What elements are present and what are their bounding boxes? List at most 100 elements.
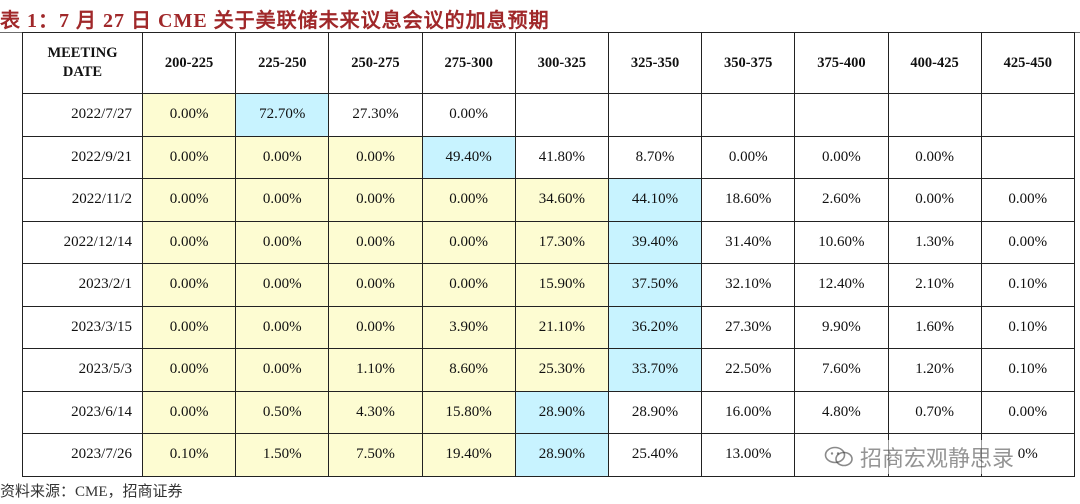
probability-cell: 10.60% (794, 220, 889, 264)
probability-cell: 0.10% (980, 263, 1075, 307)
probability-cell: 36.20% (607, 305, 703, 349)
header-rate-range: 225-250 (235, 32, 330, 94)
probability-cell: 2.60% (794, 178, 889, 222)
probability-cell: 28.90% (514, 433, 609, 477)
probability-cell: 0.00% (141, 263, 237, 307)
probability-cell: 0.00% (235, 305, 330, 349)
table-row: 2023/5/3 0.00% 0.00% 1.10% 8.60% 25.30% 33.70%… (22, 348, 1075, 392)
probability-cell: 0.00% (421, 178, 516, 222)
probability-cell: 1.60% (887, 305, 982, 349)
header-rate-range: 275-300 (421, 32, 516, 94)
table-body: 2022/7/27 0.00% 72.70% 27.30% 0.00% 2022/9/21… (22, 93, 1075, 477)
probability-cell (607, 93, 703, 137)
meeting-date-cell: 2022/11/2 (22, 178, 143, 222)
probability-cell: 15.80% (421, 390, 516, 434)
probability-cell: 18.60% (701, 178, 796, 222)
probability-cell: 0.50% (235, 390, 330, 434)
header-rate-range: 300-325 (514, 32, 609, 94)
probability-cell: 0.00% (794, 135, 889, 179)
watermark: 招商宏观静思录 (820, 440, 1019, 474)
table-row: 2022/11/2 0.00% 0.00% 0.00% 0.00% 34.60% 44.10… (22, 178, 1075, 222)
meeting-date-cell: 2023/6/14 (22, 390, 143, 434)
probability-cell (514, 93, 609, 137)
probability-cell: 72.70% (235, 93, 330, 137)
probability-cell: 0.00% (328, 135, 423, 179)
probability-cell: 0.00% (141, 390, 237, 434)
wechat-icon (824, 446, 853, 467)
source-note: 资料来源：CME，招商证券 (0, 484, 183, 500)
probability-cell: 12.40% (794, 263, 889, 307)
meeting-date-cell: 2022/7/27 (22, 93, 143, 137)
header-rate-range: 375-400 (794, 32, 889, 94)
probability-cell: 0.10% (141, 433, 237, 477)
probability-cell: 0.00% (701, 135, 796, 179)
probability-cell: 0.70% (887, 390, 982, 434)
probability-cell: 0.00% (421, 263, 516, 307)
probability-cell: 3.90% (421, 305, 516, 349)
header-rate-range: 250-275 (328, 32, 423, 94)
meeting-date-cell: 2022/12/14 (22, 220, 143, 264)
probability-cell: 7.60% (794, 348, 889, 392)
probability-cell: 0.00% (141, 135, 237, 179)
probability-cell: 0.00% (980, 390, 1075, 434)
probability-cell (887, 93, 982, 137)
header-rate-range: 400-425 (887, 32, 982, 94)
probability-cell: 9.90% (794, 305, 889, 349)
table-row: 2023/2/1 0.00% 0.00% 0.00% 0.00% 15.90% 37.50%… (22, 263, 1075, 307)
probability-cell: 28.90% (514, 390, 609, 434)
probability-cell (980, 135, 1075, 179)
probability-cell: 0.00% (328, 263, 423, 307)
probability-cell: 0.00% (980, 220, 1075, 264)
watermark-text: 招商宏观静思录 (860, 447, 1015, 472)
probability-cell: 2.10% (887, 263, 982, 307)
probability-cell: 8.60% (421, 348, 516, 392)
probability-cell: 49.40% (421, 135, 516, 179)
meeting-date-cell: 2023/3/15 (22, 305, 143, 349)
header-rate-range: 200-225 (141, 32, 237, 94)
probability-cell: 0.00% (887, 178, 982, 222)
probability-cell: 44.10% (607, 178, 703, 222)
table-title: 表 1：7 月 27 日 CME 关于美联储未来议息会议的加息预期 (0, 10, 550, 32)
probability-cell: 0.00% (141, 220, 237, 264)
probability-cell: 1.30% (887, 220, 982, 264)
probability-cell: 0.00% (235, 220, 330, 264)
probability-cell: 21.10% (514, 305, 609, 349)
probability-cell: 31.40% (701, 220, 796, 264)
table-row: 2022/12/14 0.00% 0.00% 0.00% 0.00% 17.30% 39.4… (22, 220, 1075, 264)
probability-cell: 0.00% (235, 135, 330, 179)
probability-cell: 33.70% (607, 348, 703, 392)
probability-cell: 15.90% (514, 263, 609, 307)
probability-cell: 32.10% (701, 263, 796, 307)
header-rate-range: 425-450 (980, 32, 1075, 94)
probability-cell: 0.00% (328, 178, 423, 222)
probability-cell: 17.30% (514, 220, 609, 264)
probability-cell: 0.00% (141, 348, 237, 392)
probability-cell: 27.30% (328, 93, 423, 137)
probability-cell: 1.10% (328, 348, 423, 392)
probability-cell: 16.00% (701, 390, 796, 434)
meeting-date-cell: 2022/9/21 (22, 135, 143, 179)
probability-cell: 0.00% (328, 220, 423, 264)
probability-cell: 37.50% (607, 263, 703, 307)
probability-cell: 25.30% (514, 348, 609, 392)
header-rate-range: 350-375 (701, 32, 796, 94)
probability-cell: 8.70% (607, 135, 703, 179)
probability-cell: 1.50% (235, 433, 330, 477)
probability-cell: 28.90% (607, 390, 703, 434)
probability-cell: 0.00% (328, 305, 423, 349)
meeting-date-cell: 2023/2/1 (22, 263, 143, 307)
probability-cell: 27.30% (701, 305, 796, 349)
probability-cell: 41.80% (514, 135, 609, 179)
probability-cell: 0.00% (235, 178, 330, 222)
probability-cell: 34.60% (514, 178, 609, 222)
probability-cell: 0.10% (980, 348, 1075, 392)
probability-cell: 19.40% (421, 433, 516, 477)
table-row: 2022/7/27 0.00% 72.70% 27.30% 0.00% (22, 93, 1075, 137)
probability-cell: 4.30% (328, 390, 423, 434)
probability-cell: 0.00% (980, 178, 1075, 222)
probability-cell: 0.10% (980, 305, 1075, 349)
probability-cell: 4.80% (794, 390, 889, 434)
probability-cell (701, 93, 796, 137)
probability-cell: 0.00% (887, 135, 982, 179)
probability-cell: 0.00% (421, 93, 516, 137)
